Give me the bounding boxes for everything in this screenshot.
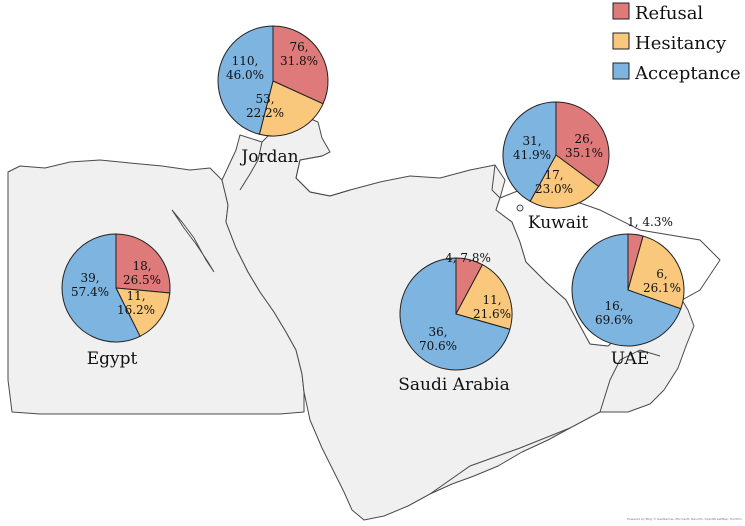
border-kuwait — [491, 164, 501, 199]
pie-slice-jordan-hesitancy — [258, 80, 324, 137]
pie-slice-egypt-refusal — [115, 233, 171, 294]
border-jordan-saudi — [295, 155, 351, 197]
pie-label-saudi-arabia-acceptance: 36, 70.6% — [419, 325, 457, 353]
pie-slice-jordan-refusal — [272, 25, 329, 105]
pie-slice-kuwait-hesitancy — [529, 154, 600, 209]
pie-label-jordan-refusal: 76, 31.8% — [280, 40, 318, 68]
country-label-kuwait: Kuwait — [528, 213, 588, 233]
pie-label-egypt-acceptance: 39, 57.4% — [71, 271, 109, 299]
legend-swatch-refusal — [612, 2, 630, 20]
pie-label-egypt-refusal: 18, 26.5% — [123, 259, 161, 287]
country-label-jordan: Jordan — [239, 147, 298, 167]
pie-label-saudi-arabia-refusal: 4, 7.8% — [445, 251, 491, 265]
legend: Refusal Hesitancy Acceptance — [612, 2, 741, 84]
pie-label-kuwait-refusal: 26, 35.1% — [565, 132, 603, 160]
pie-slice-kuwait-refusal — [555, 101, 610, 188]
pie-label-jordan-acceptance: 110, 46.0% — [226, 54, 264, 82]
pie-label-kuwait-acceptance: 31, 41.9% — [513, 134, 551, 162]
pie-slice-jordan-acceptance — [217, 25, 274, 135]
pie-layer: 76, 31.8% 53, 22.2% 110, 46.0% Jordan 26, 35.1% 1… — [61, 25, 685, 395]
pie-label-uae-hesitancy: 6, 26.1% — [643, 267, 681, 295]
legend-label-refusal: Refusal — [635, 3, 703, 24]
country-label-saudi-arabia: Saudi Arabia — [398, 375, 509, 395]
pie-slice-saudi-arabia-acceptance — [399, 257, 511, 371]
map-credit: Powered by Bing © GeoNames, Microsoft, N… — [627, 517, 742, 521]
island-bubiyan — [516, 204, 524, 212]
border-uae — [599, 349, 661, 413]
legend-label-acceptance: Acceptance — [634, 63, 741, 84]
pie-slice-kuwait-acceptance — [502, 101, 557, 202]
pie-label-uae-refusal: 1, 4.3% — [627, 215, 673, 229]
border-yemen — [429, 427, 571, 495]
country-label-egypt: Egypt — [87, 349, 138, 369]
legend-label-hesitancy: Hesitancy — [635, 33, 727, 54]
pie-slice-saudi-arabia-hesitancy — [455, 263, 513, 330]
gulf-of-suez — [171, 209, 215, 273]
pie-slice-egypt-acceptance — [61, 233, 141, 343]
pie-label-saudi-arabia-hesitancy: 11, 21.6% — [473, 293, 511, 321]
border-jordan-west — [239, 141, 263, 191]
pie-label-jordan-hesitancy: 53, 22.2% — [246, 92, 284, 120]
pie-slice-uae-acceptance — [571, 233, 682, 347]
pie-slice-uae-hesitancy — [627, 235, 685, 310]
pie-slice-egypt-hesitancy — [115, 287, 171, 338]
country-label-uae: UAE — [611, 349, 650, 369]
pie-label-kuwait-hesitancy: 17, 23.0% — [535, 168, 573, 196]
pie-label-uae-acceptance: 16, 69.6% — [595, 299, 633, 327]
pie-label-egypt-hesitancy: 11, 16.2% — [117, 289, 155, 317]
legend-swatch-acceptance — [612, 62, 630, 80]
legend-swatch-hesitancy — [612, 32, 630, 50]
